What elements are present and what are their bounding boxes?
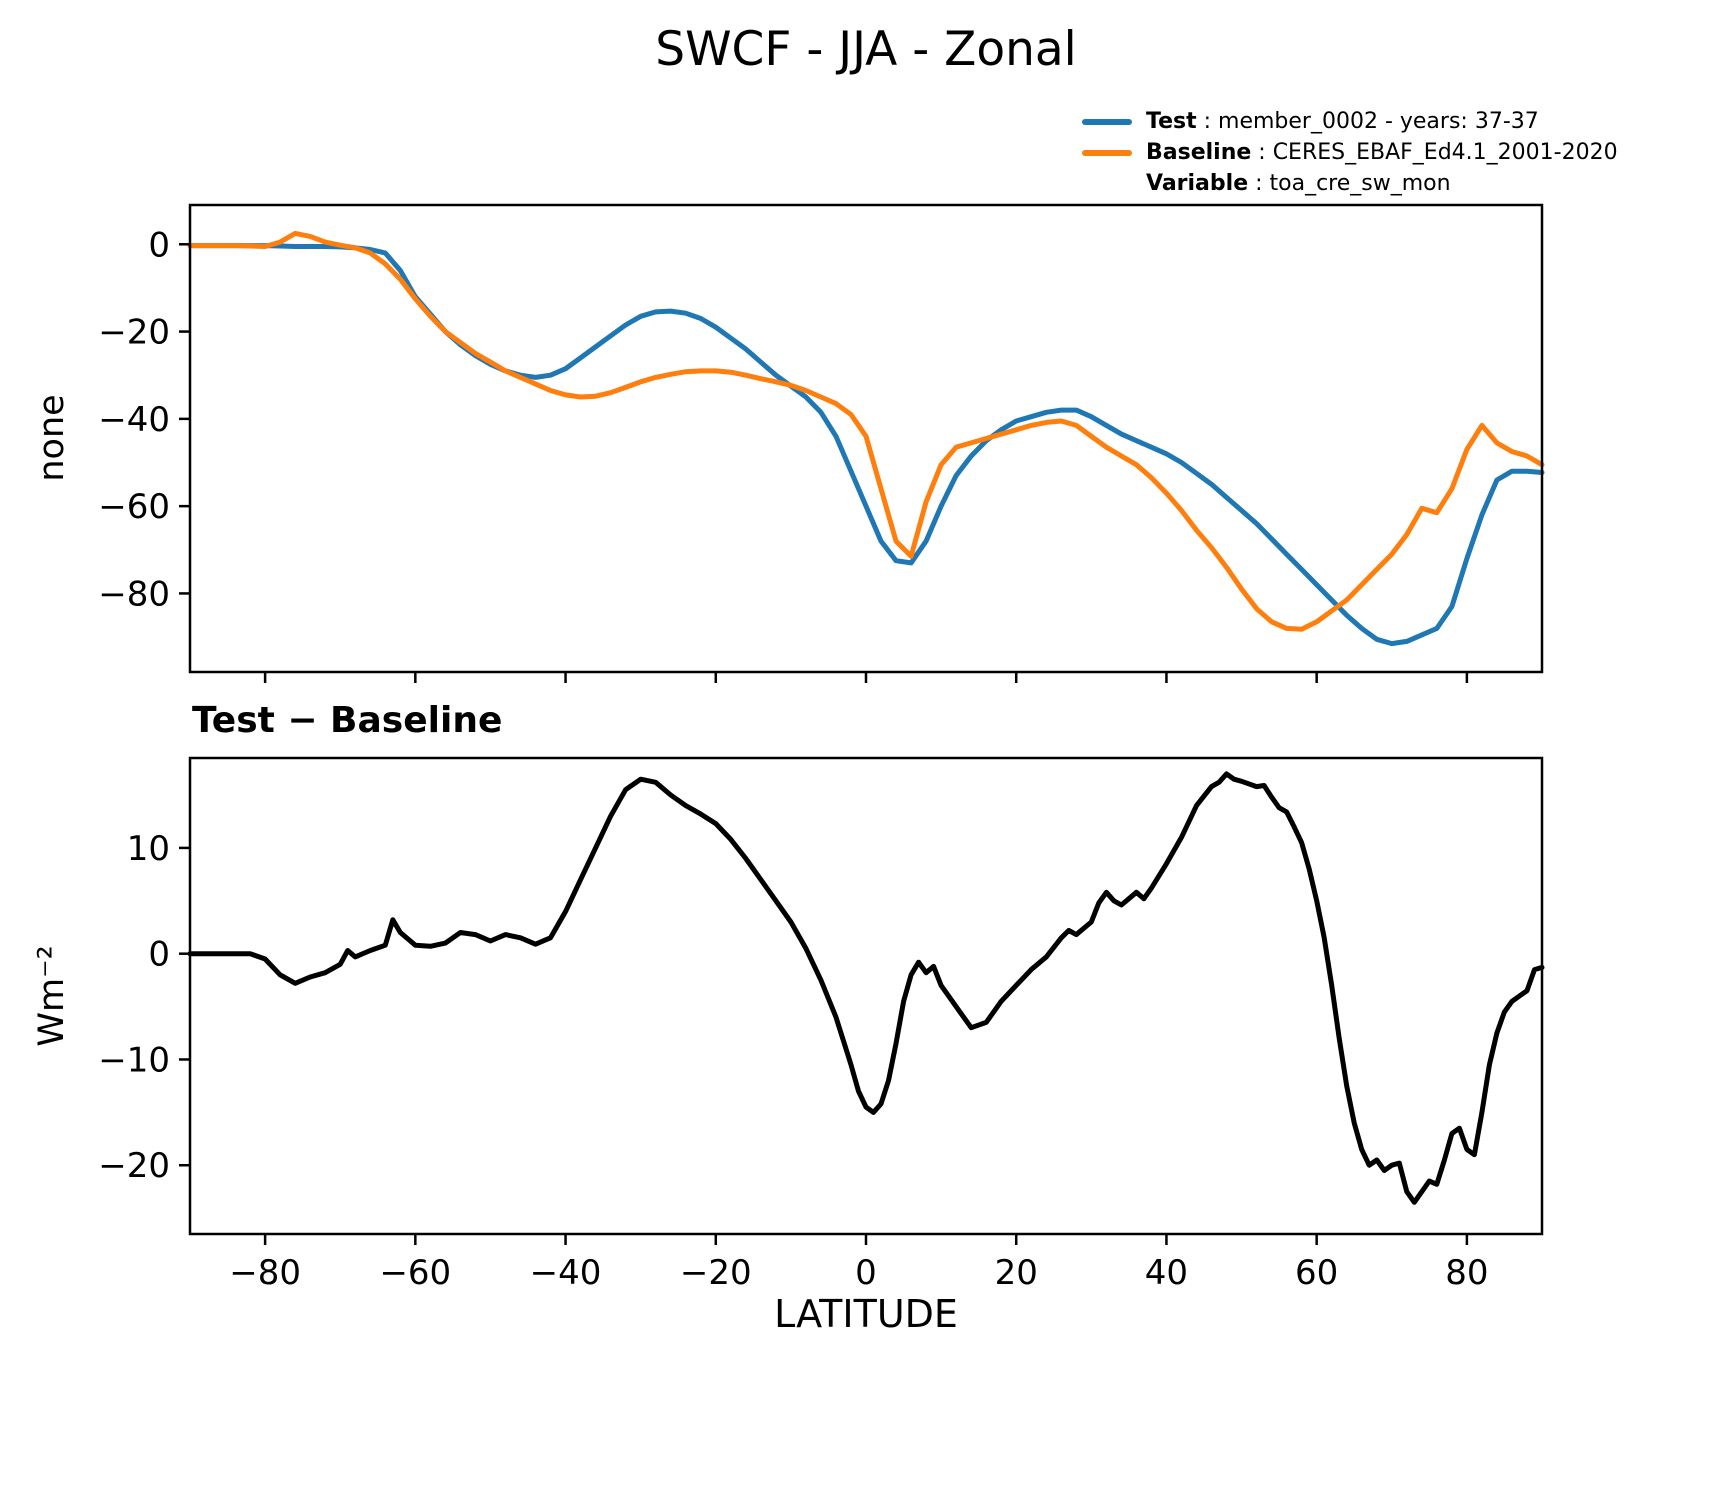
svg-text:0: 0 [148,935,170,975]
svg-text:−80: −80 [229,1253,301,1293]
legend: Test : member_0002 - years: 37-37 Baseli… [1082,106,1618,199]
svg-text:40: 40 [1145,1253,1188,1293]
svg-text:10: 10 [127,829,170,869]
baseline-line-swatch [1082,149,1132,156]
legend-key-variable: Variable [1146,171,1249,196]
svg-text:−20: −20 [98,313,170,353]
legend-entry-test: Test : member_0002 - years: 37-37 [1082,106,1618,137]
x-axis-label: LATITUDE [774,1292,958,1336]
legend-text-variable: : toa_cre_sw_mon [1248,171,1451,196]
svg-text:20: 20 [995,1253,1038,1293]
svg-text:60: 60 [1295,1253,1338,1293]
legend-key-test: Test [1146,109,1197,134]
svg-text:−20: −20 [98,1146,170,1186]
svg-text:−10: −10 [98,1040,170,1080]
test-line-swatch [1082,118,1132,125]
legend-text-baseline: : CERES_EBAF_Ed4.1_2001-2020 [1251,140,1618,165]
svg-text:−60: −60 [379,1253,451,1293]
legend-key-baseline: Baseline [1146,140,1252,165]
svg-text:−60: −60 [98,487,170,527]
svg-text:−40: −40 [98,400,170,440]
svg-text:0: 0 [855,1253,877,1293]
svg-text:−40: −40 [530,1253,602,1293]
page-title: SWCF - JJA - Zonal [655,22,1077,77]
diff-panel-title: Test − Baseline [192,700,503,741]
svg-text:−80: −80 [98,574,170,614]
legend-label-baseline: Baseline : CERES_EBAF_Ed4.1_2001-2020 [1146,137,1618,168]
legend-entry-variable: Variable : toa_cre_sw_mon [1082,168,1618,199]
svg-text:0: 0 [148,225,170,265]
legend-label-variable: Variable : toa_cre_sw_mon [1146,168,1451,199]
svg-text:80: 80 [1445,1253,1488,1293]
legend-text-test: : member_0002 - years: 37-37 [1196,109,1539,134]
svg-text:−20: −20 [680,1253,752,1293]
legend-label-test: Test : member_0002 - years: 37-37 [1146,106,1539,137]
legend-entry-baseline: Baseline : CERES_EBAF_Ed4.1_2001-2020 [1082,137,1618,168]
